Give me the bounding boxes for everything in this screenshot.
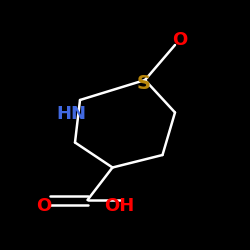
Text: S: S [137, 74, 151, 93]
Text: O: O [172, 31, 188, 49]
Text: OH: OH [104, 197, 134, 215]
Text: HN: HN [56, 105, 86, 123]
Text: O: O [36, 197, 52, 215]
